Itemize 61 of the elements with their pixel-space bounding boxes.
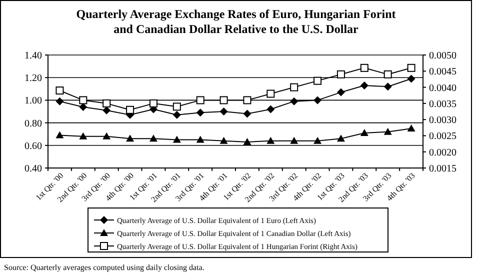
y2-tick-label: 0.0045 — [429, 66, 456, 78]
point — [79, 96, 88, 104]
point — [196, 96, 204, 104]
point — [290, 136, 298, 144]
y2-tick-label: 0.0020 — [429, 147, 456, 158]
point — [336, 70, 345, 78]
y-tick-label: 0.80 — [24, 118, 42, 130]
point — [314, 76, 322, 85]
point — [56, 86, 64, 95]
point — [79, 132, 88, 140]
point — [243, 110, 252, 118]
point — [360, 128, 368, 136]
point — [336, 88, 345, 96]
point — [220, 96, 228, 104]
point — [172, 136, 181, 143]
point — [220, 136, 228, 144]
point — [384, 70, 392, 78]
point — [407, 124, 416, 132]
point — [196, 136, 204, 143]
point — [360, 64, 368, 72]
point — [243, 138, 252, 146]
point — [266, 90, 275, 98]
y2-tick-label: 0.0035 — [429, 98, 456, 110]
point — [266, 136, 275, 144]
point — [56, 131, 64, 138]
point — [102, 132, 111, 140]
point — [196, 108, 204, 117]
point — [172, 110, 181, 119]
point — [149, 99, 158, 108]
y-tick-label: 1.00 — [24, 96, 42, 107]
y2-tick-label: 0.0015 — [429, 164, 456, 174]
point — [314, 96, 322, 104]
point — [56, 97, 64, 106]
point — [407, 74, 416, 83]
y-tick-label: 1.20 — [24, 73, 42, 84]
point — [149, 134, 158, 142]
y-tick-label: 0.60 — [24, 140, 42, 152]
point — [126, 134, 134, 142]
point — [102, 106, 111, 114]
point — [102, 99, 111, 108]
point — [243, 96, 252, 104]
y2-tick-label: 0.0040 — [429, 82, 456, 94]
point — [336, 134, 345, 142]
point — [126, 106, 134, 114]
y2-tick-label: 0.0025 — [429, 131, 456, 142]
point — [220, 108, 228, 116]
point — [172, 102, 181, 111]
point — [384, 128, 392, 135]
y2-tick-label: 0.0050 — [429, 50, 456, 62]
point — [384, 82, 392, 91]
point — [314, 136, 322, 144]
y-tick-label: 0.40 — [24, 164, 42, 174]
source-note: Source: Quarterly averages computed using daily closing data. — [4, 263, 204, 272]
point — [266, 105, 275, 114]
y2-tick-label: 0.0030 — [429, 115, 456, 126]
point — [290, 83, 298, 92]
point — [290, 97, 298, 106]
chart-title: Quarterly Average Exchange Rates of Euro, Hungarian Forint and Canadian Dollar Relative to the U.S. Dollar — [76, 7, 396, 36]
y-tick-label: 1.40 — [24, 50, 42, 62]
point — [407, 64, 416, 72]
point — [360, 82, 368, 90]
